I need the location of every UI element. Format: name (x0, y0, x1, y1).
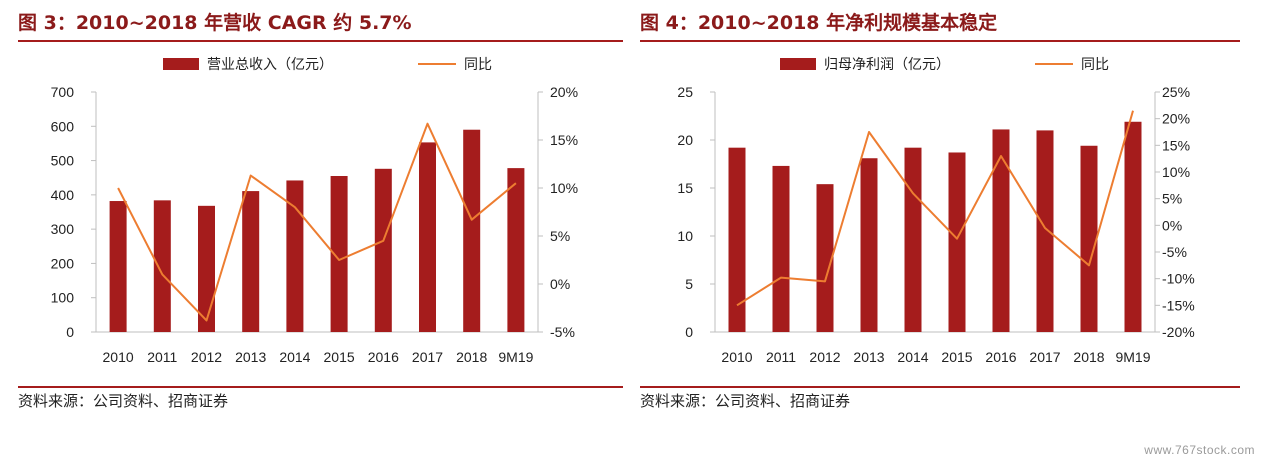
right-tick-label: -10% (1162, 271, 1195, 287)
figure-title: 图 4：2010~2018 年净利规模基本稳定 (640, 12, 998, 34)
x-tick-label: 2013 (235, 349, 266, 365)
legend-line-label: 同比 (1081, 57, 1109, 73)
left-tick-label: 25 (677, 84, 693, 100)
revenue-chart: 营业总收入（亿元） 同比 0 100 200 300 400 500 600 700 -5% 0% 5%… (51, 57, 578, 365)
bar (1124, 121, 1142, 332)
left-tick-label: 0 (685, 324, 693, 340)
x-tick-label: 2018 (1073, 349, 1104, 365)
right-tick-label: 0% (550, 276, 570, 292)
right-tick-label: 0% (1162, 217, 1182, 233)
x-tick-label: 2016 (368, 349, 399, 365)
legend-line-label: 同比 (464, 57, 492, 73)
bar (1080, 145, 1098, 332)
bar (948, 152, 966, 332)
right-tick-label: -15% (1162, 297, 1195, 313)
x-tick-label: 9M19 (498, 349, 533, 365)
source-divider (18, 386, 623, 388)
right-tick-label: 5% (1162, 191, 1182, 207)
bar (198, 205, 215, 332)
x-tick-label: 2010 (103, 349, 134, 365)
x-tick-label: 2017 (412, 349, 443, 365)
legend-bar-swatch (780, 58, 816, 70)
title-divider (18, 40, 623, 42)
bar (772, 165, 790, 332)
x-tick-label: 2015 (941, 349, 972, 365)
legend-bar-label: 归母净利润（亿元） (824, 56, 950, 73)
bar (507, 168, 525, 332)
left-tick-label: 600 (51, 118, 75, 134)
bar (463, 129, 481, 332)
bar (374, 168, 392, 332)
source-note: 资料来源：公司资料、招商证券 (640, 392, 851, 410)
left-tick-label: 100 (51, 290, 75, 306)
bar (330, 176, 348, 332)
left-tick-label: 300 (51, 221, 75, 237)
x-tick-label: 2015 (324, 349, 355, 365)
bar (904, 147, 922, 332)
right-tick-label: -5% (550, 324, 575, 340)
left-tick-label: 400 (51, 187, 75, 203)
left-tick-label: 10 (677, 228, 693, 244)
right-tick-label: -20% (1162, 324, 1195, 340)
x-tick-label: 2010 (721, 349, 752, 365)
left-tick-label: 500 (51, 153, 75, 169)
right-tick-label: 25% (1162, 84, 1190, 100)
bar (242, 191, 260, 332)
x-tick-label: 9M19 (1115, 349, 1150, 365)
figure-panel-net-profit: 图 4：2010~2018 年净利规模基本稳定 归母净利润（亿元） 同比 0 5 10 1… (640, 0, 1240, 420)
bar (1036, 130, 1054, 332)
x-tick-label: 2011 (147, 349, 177, 365)
watermark: www.767stock.com (1144, 443, 1255, 457)
x-tick-label: 2012 (191, 349, 222, 365)
x-tick-label: 2017 (1029, 349, 1060, 365)
title-divider (640, 40, 1240, 42)
bar (816, 184, 834, 332)
figure-panel-revenue: 图 3：2010~2018 年营收 CAGR 约 5.7% 营业总收入（亿元） 同… (18, 0, 623, 420)
bar (286, 180, 304, 332)
bar (992, 129, 1010, 332)
figure-title: 图 3：2010~2018 年营收 CAGR 约 5.7% (18, 12, 412, 34)
right-tick-label: -5% (1162, 244, 1187, 260)
right-tick-label: 20% (550, 84, 578, 100)
legend-bar-swatch (163, 58, 199, 70)
legend: 营业总收入（亿元） 同比 (163, 57, 492, 73)
bar (728, 147, 746, 332)
bar (109, 201, 127, 332)
left-tick-label: 200 (51, 255, 75, 271)
left-tick-label: 700 (51, 84, 75, 100)
x-tick-label: 2018 (456, 349, 487, 365)
right-tick-label: 15% (550, 132, 578, 148)
yoy-line (117, 122, 517, 322)
right-tick-label: 20% (1162, 111, 1190, 127)
left-tick-label: 0 (66, 324, 74, 340)
bar (860, 158, 878, 332)
source-divider (640, 386, 1240, 388)
x-tick-label: 2011 (766, 349, 796, 365)
x-tick-label: 2016 (985, 349, 1016, 365)
x-tick-label: 2014 (279, 349, 310, 365)
x-tick-label: 2012 (809, 349, 840, 365)
right-tick-label: 10% (550, 180, 578, 196)
right-tick-label: 15% (1162, 137, 1190, 153)
legend: 归母净利润（亿元） 同比 (780, 56, 1109, 73)
yoy-line (736, 110, 1134, 307)
right-tick-label: 10% (1162, 164, 1190, 180)
bar (153, 200, 171, 332)
legend-bar-label: 营业总收入（亿元） (207, 57, 333, 73)
left-tick-label: 15 (677, 180, 693, 196)
left-tick-label: 5 (685, 276, 693, 292)
x-tick-label: 2013 (853, 349, 884, 365)
net-profit-chart: 归母净利润（亿元） 同比 0 5 10 15 20 25 -20% -15% -10% -5% 0% 5%… (677, 56, 1195, 365)
left-tick-label: 20 (677, 132, 693, 148)
bar (419, 142, 436, 332)
x-tick-label: 2014 (897, 349, 928, 365)
right-tick-label: 5% (550, 228, 570, 244)
source-note: 资料来源：公司资料、招商证券 (18, 392, 229, 410)
